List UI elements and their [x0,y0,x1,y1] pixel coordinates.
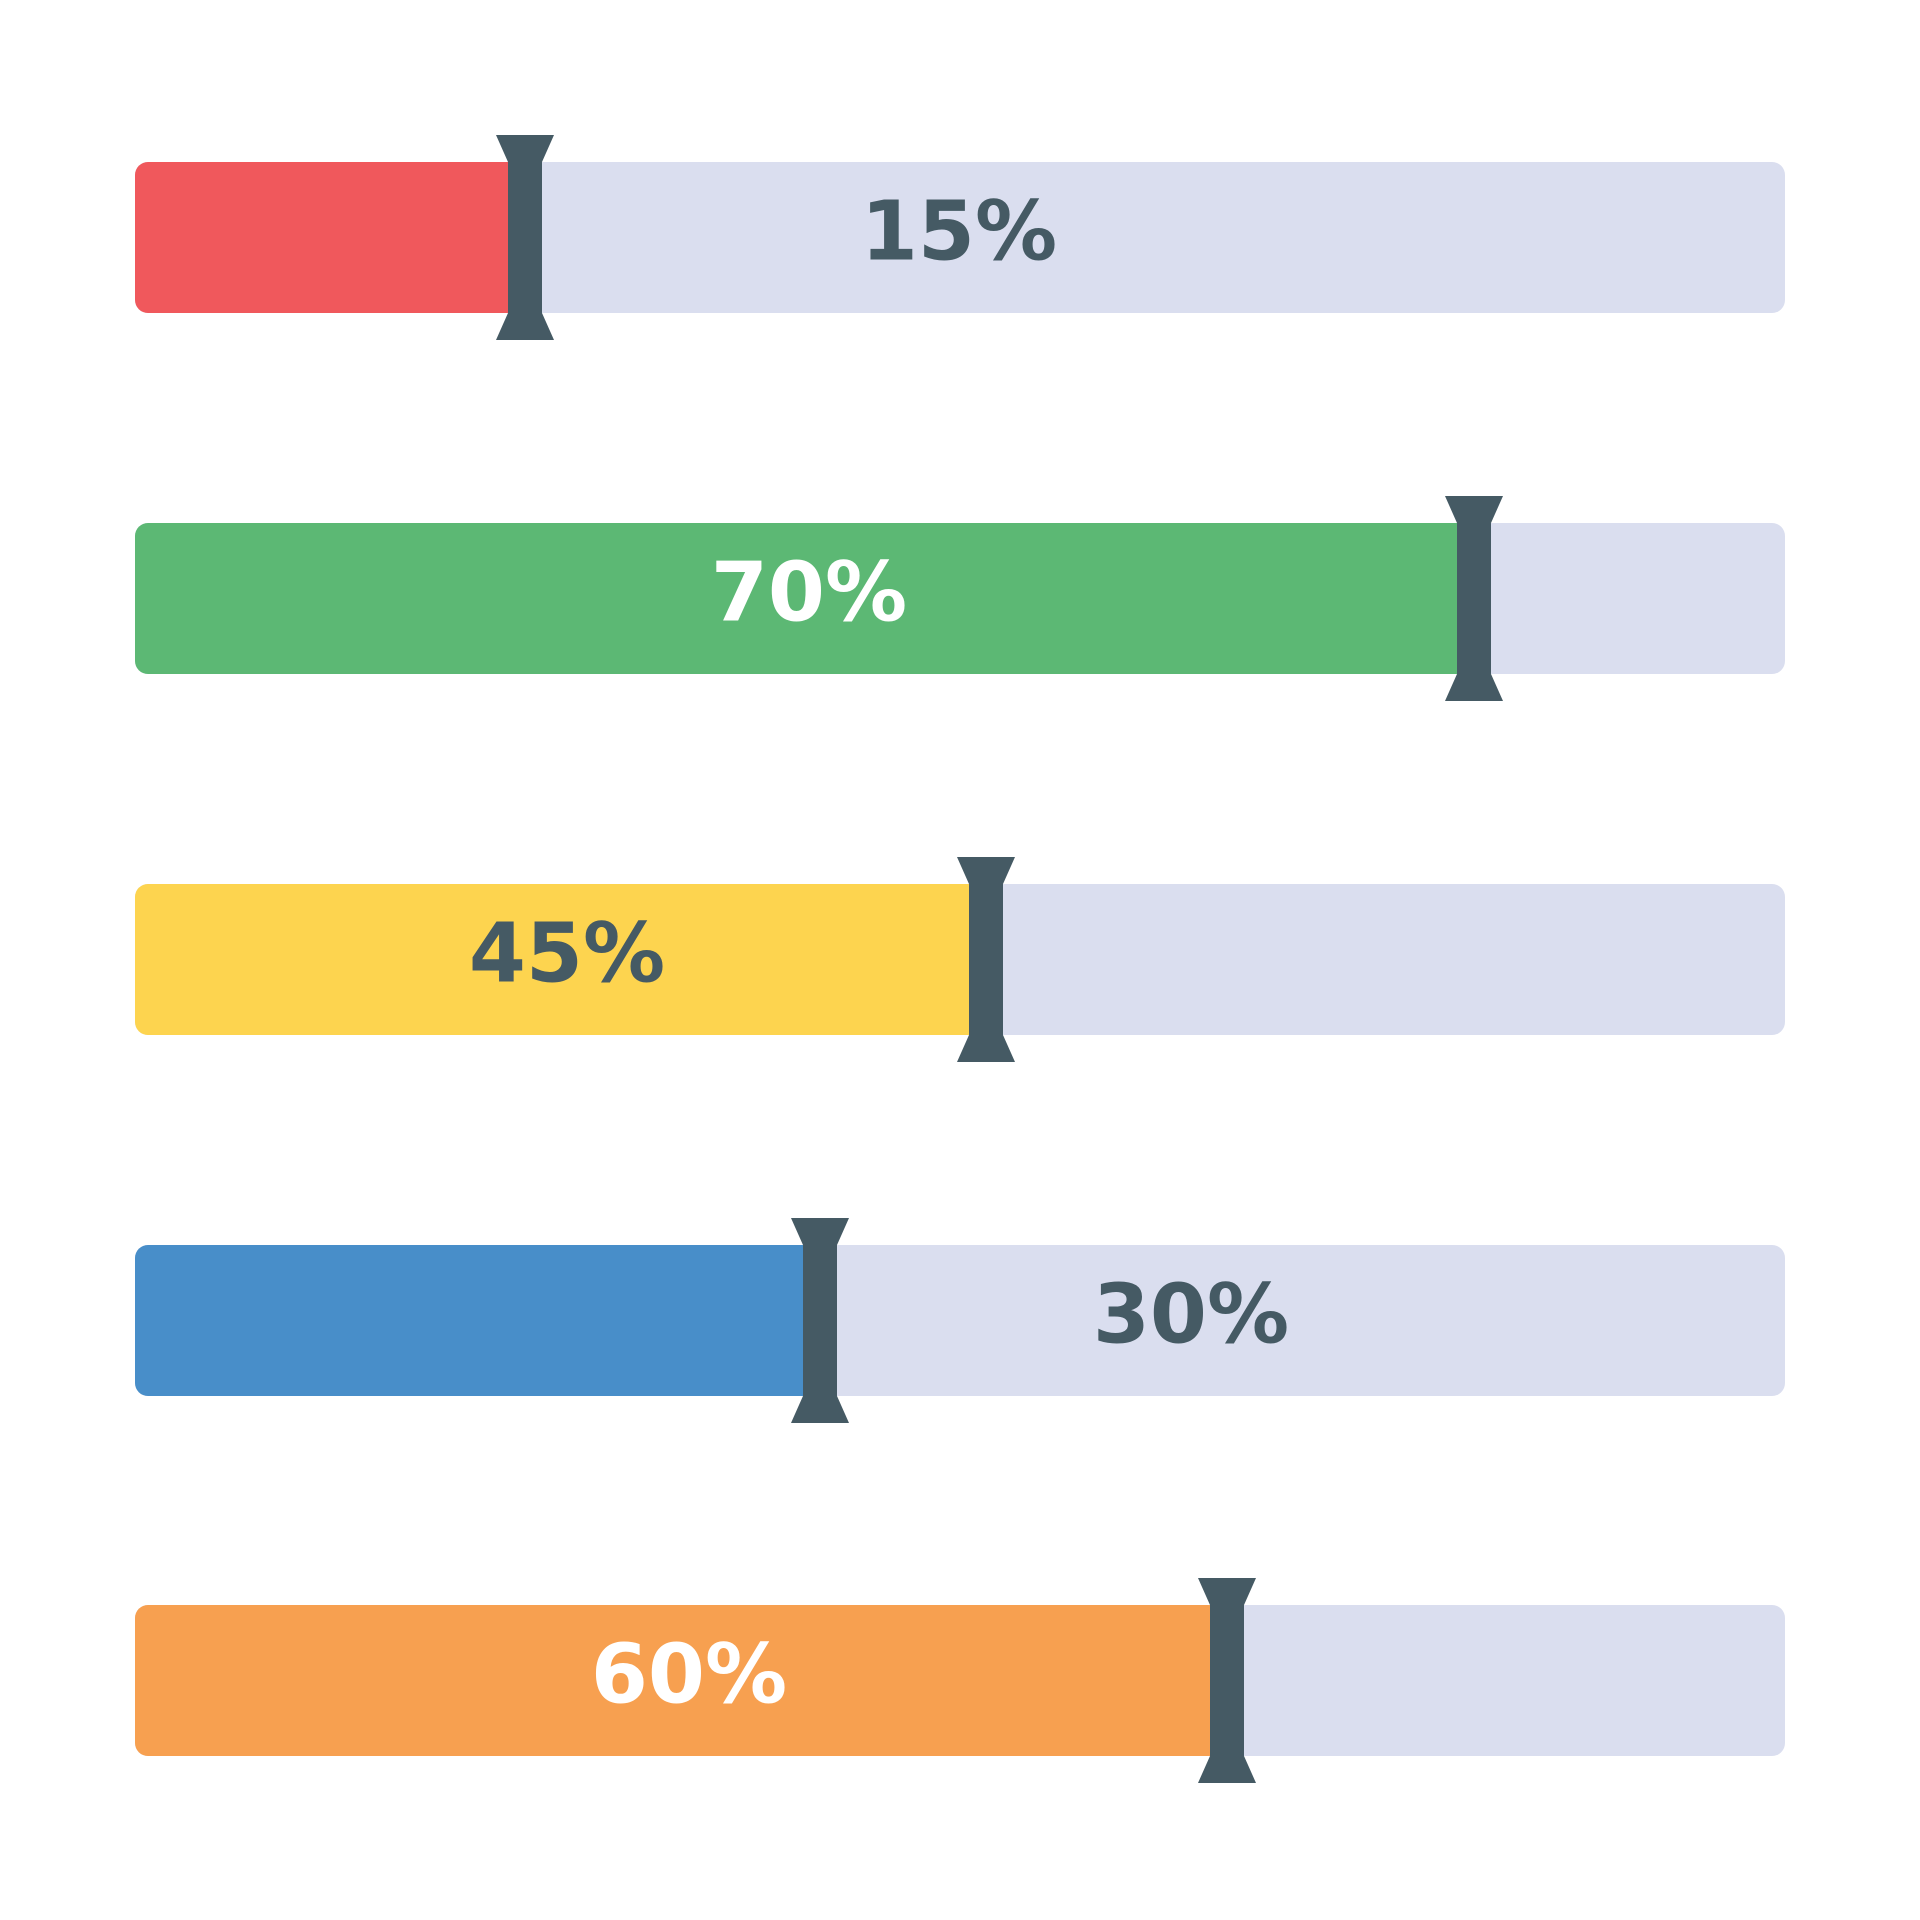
percent-label: 45% [469,907,665,1002]
handle [957,857,1015,1062]
fill [135,162,525,313]
fill [135,523,1474,674]
handle [1198,1578,1256,1783]
percent-label: 30% [1093,1268,1289,1363]
progress-bar: 60% [135,1578,1785,1783]
percent-label: 15% [861,185,1057,280]
percent-label: 60% [591,1628,787,1723]
fill [135,1245,820,1396]
progress-bar: 45% [135,857,1785,1062]
handle [1445,496,1503,701]
track [135,162,1785,313]
progress-bar: 70% [135,496,1785,701]
fill [135,884,986,1035]
progress-bar: 15% [135,135,1785,340]
percent-label: 70% [711,546,907,641]
handle [791,1218,849,1423]
handle [496,135,554,340]
fill [135,1605,1227,1756]
progress-bar: 30% [135,1218,1785,1423]
